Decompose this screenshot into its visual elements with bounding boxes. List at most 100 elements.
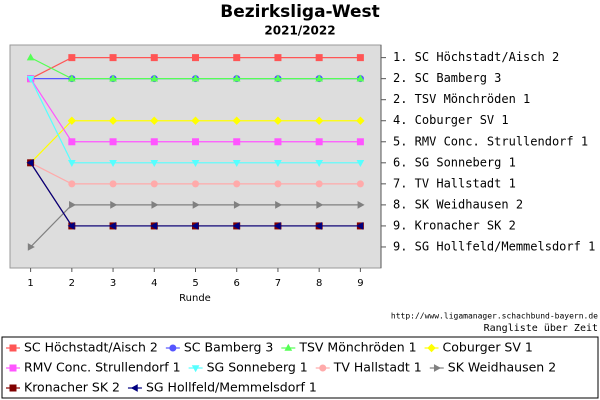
legend-label: SC Höchstadt/Aisch 2 [24, 340, 158, 355]
legend-label: SK Weidhausen 2 [448, 360, 556, 375]
marker [233, 180, 241, 188]
marker [150, 160, 159, 168]
marker [274, 138, 282, 146]
marker [319, 364, 327, 372]
marker [191, 74, 200, 82]
marker [69, 201, 77, 209]
marker [232, 222, 240, 230]
marker [109, 74, 117, 82]
marker [109, 160, 117, 168]
marker [433, 364, 441, 372]
marker [273, 222, 281, 230]
marker [232, 74, 241, 82]
marker [356, 222, 364, 230]
caption: Rangliste über Zeit [484, 323, 598, 334]
legend-label: Kronacher SK 2 [24, 380, 120, 395]
marker [357, 201, 365, 209]
marker [26, 158, 34, 167]
marker [169, 344, 177, 352]
marker [150, 222, 158, 230]
x-tick-label: 3 [110, 278, 116, 289]
marker [233, 138, 241, 146]
marker [108, 116, 118, 125]
marker [274, 160, 282, 168]
y-tick-label: 9. SG Hollfeld/Memmelsdorf 1 [393, 239, 595, 253]
marker [274, 180, 282, 188]
marker [68, 180, 76, 188]
marker [191, 365, 200, 373]
marker [233, 201, 241, 209]
marker [356, 116, 365, 125]
marker [150, 180, 158, 188]
y-tick-label: 4. Coburger SV 1 [393, 113, 509, 127]
legend-label: SG Hollfeld/Memmelsdorf 1 [146, 380, 317, 395]
legend-label: SG Sonneberg 1 [207, 360, 308, 375]
legend-label: TV Hallstadt 1 [333, 360, 422, 375]
marker [316, 201, 324, 209]
marker [314, 116, 324, 125]
y-tick-label: 6. SG Sonneberg 1 [393, 155, 516, 169]
marker [68, 54, 76, 62]
marker [192, 138, 199, 146]
marker [427, 343, 436, 353]
marker [67, 74, 76, 82]
legend-label: TSV Mönchröden 1 [298, 340, 416, 355]
marker [274, 74, 282, 82]
marker [9, 384, 17, 392]
marker [356, 74, 365, 82]
legend-label: Coburger SV 1 [443, 340, 533, 355]
marker [67, 116, 77, 125]
x-tick-label: 1 [27, 278, 33, 289]
marker [233, 54, 241, 62]
y-tick-label: 1. SC Höchstadt/Aisch 2 [393, 50, 559, 64]
y-tick-label: 8. SK Weidhausen 2 [393, 197, 523, 211]
x-tick-label: 7 [275, 278, 281, 289]
marker [9, 344, 17, 352]
marker [191, 222, 199, 230]
marker [232, 160, 241, 168]
marker [192, 201, 200, 209]
source: http://www.ligamanager.schachbund-bayern… [391, 312, 598, 321]
x-tick-label: 5 [192, 278, 198, 289]
marker [130, 384, 138, 392]
marker [67, 160, 76, 168]
marker [109, 54, 117, 62]
marker [68, 138, 76, 146]
marker [314, 222, 322, 230]
plot-area [9, 44, 382, 269]
marker [150, 116, 159, 125]
legend-box [1, 336, 599, 399]
legend-label: RMV Conc. Strullendorf 1 [24, 360, 181, 375]
y-tick-label: 7. TV Hallstadt 1 [393, 176, 516, 190]
marker [109, 138, 117, 146]
marker [191, 116, 200, 125]
marker [150, 54, 158, 62]
y-tick-label: 9. Kronacher SK 2 [393, 218, 516, 232]
marker [273, 116, 283, 125]
x-axis-label: Runde [179, 293, 211, 304]
marker [356, 138, 364, 146]
marker [26, 53, 35, 61]
y-tick-label: 2. TSV Mönchröden 1 [393, 92, 530, 106]
marker [315, 74, 324, 82]
marker [26, 75, 35, 83]
x-tick-label: 4 [151, 278, 157, 289]
marker [356, 160, 365, 168]
chart-title: Bezirksliga-West [220, 2, 380, 22]
marker [315, 54, 323, 62]
marker [315, 138, 323, 146]
x-tick-label: 6 [234, 278, 240, 289]
marker [27, 243, 35, 251]
marker [67, 222, 75, 230]
marker [356, 180, 364, 188]
marker [192, 180, 199, 188]
x-tick-label: 2 [69, 278, 75, 289]
marker [110, 201, 118, 209]
marker [150, 74, 159, 82]
y-tick-label: 5. RMV Conc. Strullendorf 1 [393, 134, 588, 148]
marker [275, 201, 283, 209]
marker [109, 180, 117, 188]
marker [315, 160, 324, 168]
chart-subtitle: 2021/2022 [264, 24, 335, 38]
